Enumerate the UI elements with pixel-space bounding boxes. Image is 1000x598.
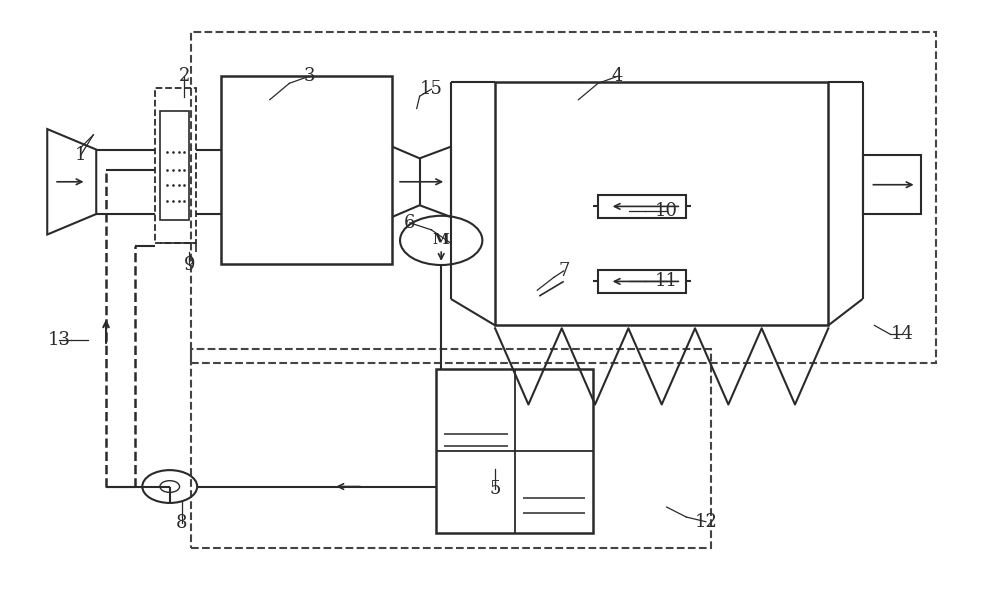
Bar: [495, 82, 828, 325]
Text: 10: 10: [655, 202, 678, 220]
Text: 15: 15: [420, 80, 443, 98]
Text: 9: 9: [184, 256, 195, 274]
Bar: [598, 195, 686, 218]
Bar: [221, 77, 392, 264]
Text: 5: 5: [489, 480, 501, 499]
Text: 1: 1: [75, 147, 86, 164]
Bar: [160, 111, 189, 220]
Text: 4: 4: [612, 68, 623, 86]
Text: 2: 2: [179, 68, 190, 86]
Bar: [155, 88, 196, 243]
Text: 13: 13: [48, 331, 70, 349]
Bar: [598, 270, 686, 293]
Text: M: M: [433, 233, 450, 248]
Bar: [191, 349, 711, 548]
Bar: [436, 370, 593, 533]
Text: 6: 6: [404, 214, 416, 232]
Text: 8: 8: [176, 514, 187, 532]
Text: 14: 14: [890, 325, 913, 343]
Text: 3: 3: [303, 68, 315, 86]
Bar: [191, 32, 936, 364]
Bar: [863, 155, 921, 214]
Text: 7: 7: [558, 262, 569, 280]
Text: 11: 11: [655, 273, 678, 291]
Text: 12: 12: [694, 512, 717, 530]
